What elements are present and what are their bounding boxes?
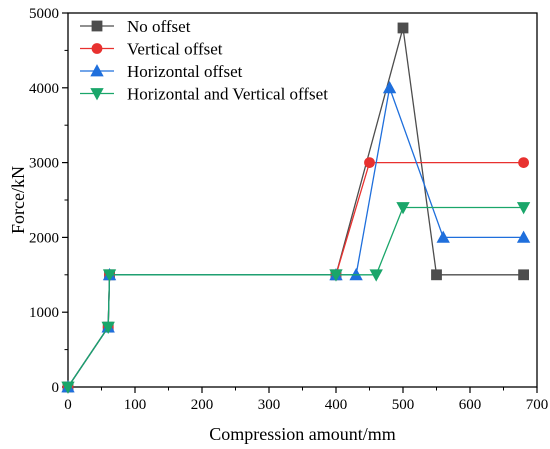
legend-label: Vertical offset — [127, 40, 223, 59]
legend-item: Horizontal offset — [80, 62, 243, 81]
x-tick-label: 700 — [526, 397, 549, 413]
x-tick-label: 600 — [459, 397, 482, 413]
series-line — [67, 85, 524, 388]
data-point — [102, 269, 117, 282]
legend-item: No offset — [80, 17, 191, 36]
data-point — [382, 80, 397, 94]
y-tick-label: 1000 — [29, 305, 59, 321]
data-point — [369, 269, 383, 282]
data-point — [396, 202, 410, 215]
legend-label: Horizontal and Vertical offset — [127, 85, 328, 104]
series-layer — [61, 22, 531, 394]
y-tick-label: 2000 — [29, 230, 59, 246]
legend-marker — [91, 43, 103, 54]
data-point — [101, 321, 115, 334]
legend-item: Vertical offset — [80, 40, 223, 59]
legend-label: Horizontal offset — [127, 62, 243, 81]
x-tick-label: 300 — [258, 397, 281, 413]
data-point — [329, 269, 343, 282]
series-line — [67, 206, 524, 388]
x-tick-label: 400 — [325, 397, 348, 413]
legend-marker — [90, 88, 104, 101]
x-tick-label: 100 — [124, 397, 147, 413]
data-point — [518, 157, 529, 169]
series-3 — [61, 202, 531, 394]
y-tick-label: 4000 — [29, 81, 59, 97]
legend-marker — [90, 64, 104, 77]
data-point — [364, 157, 375, 169]
y-tick-label: 3000 — [29, 156, 59, 172]
y-axis-title: Force/kN — [8, 166, 28, 234]
data-point — [436, 230, 450, 243]
data-point — [431, 269, 442, 281]
x-tick-label: 200 — [191, 397, 214, 413]
y-axis: 0 1000 2000 3000 4000 5000 — [29, 6, 68, 396]
legend-item: Horizontal and Vertical offset — [80, 85, 328, 104]
data-point — [397, 22, 409, 34]
x-axis: 0 100 200 300 400 500 600 700 — [64, 387, 548, 413]
y-tick-label: 5000 — [29, 6, 59, 22]
legend: No offset Vertical offset Horizontal offse… — [80, 17, 328, 104]
data-point — [61, 381, 75, 394]
legend-label: No offset — [127, 17, 191, 36]
x-tick-label: 0 — [64, 397, 72, 413]
legend-marker — [91, 20, 103, 32]
y-tick-label: 0 — [52, 380, 60, 396]
data-point — [516, 230, 531, 243]
series-2 — [61, 80, 531, 393]
data-point — [518, 269, 529, 281]
data-point — [516, 202, 531, 215]
x-axis-title: Compression amount/mm — [209, 424, 396, 444]
x-tick-label: 500 — [392, 397, 415, 413]
